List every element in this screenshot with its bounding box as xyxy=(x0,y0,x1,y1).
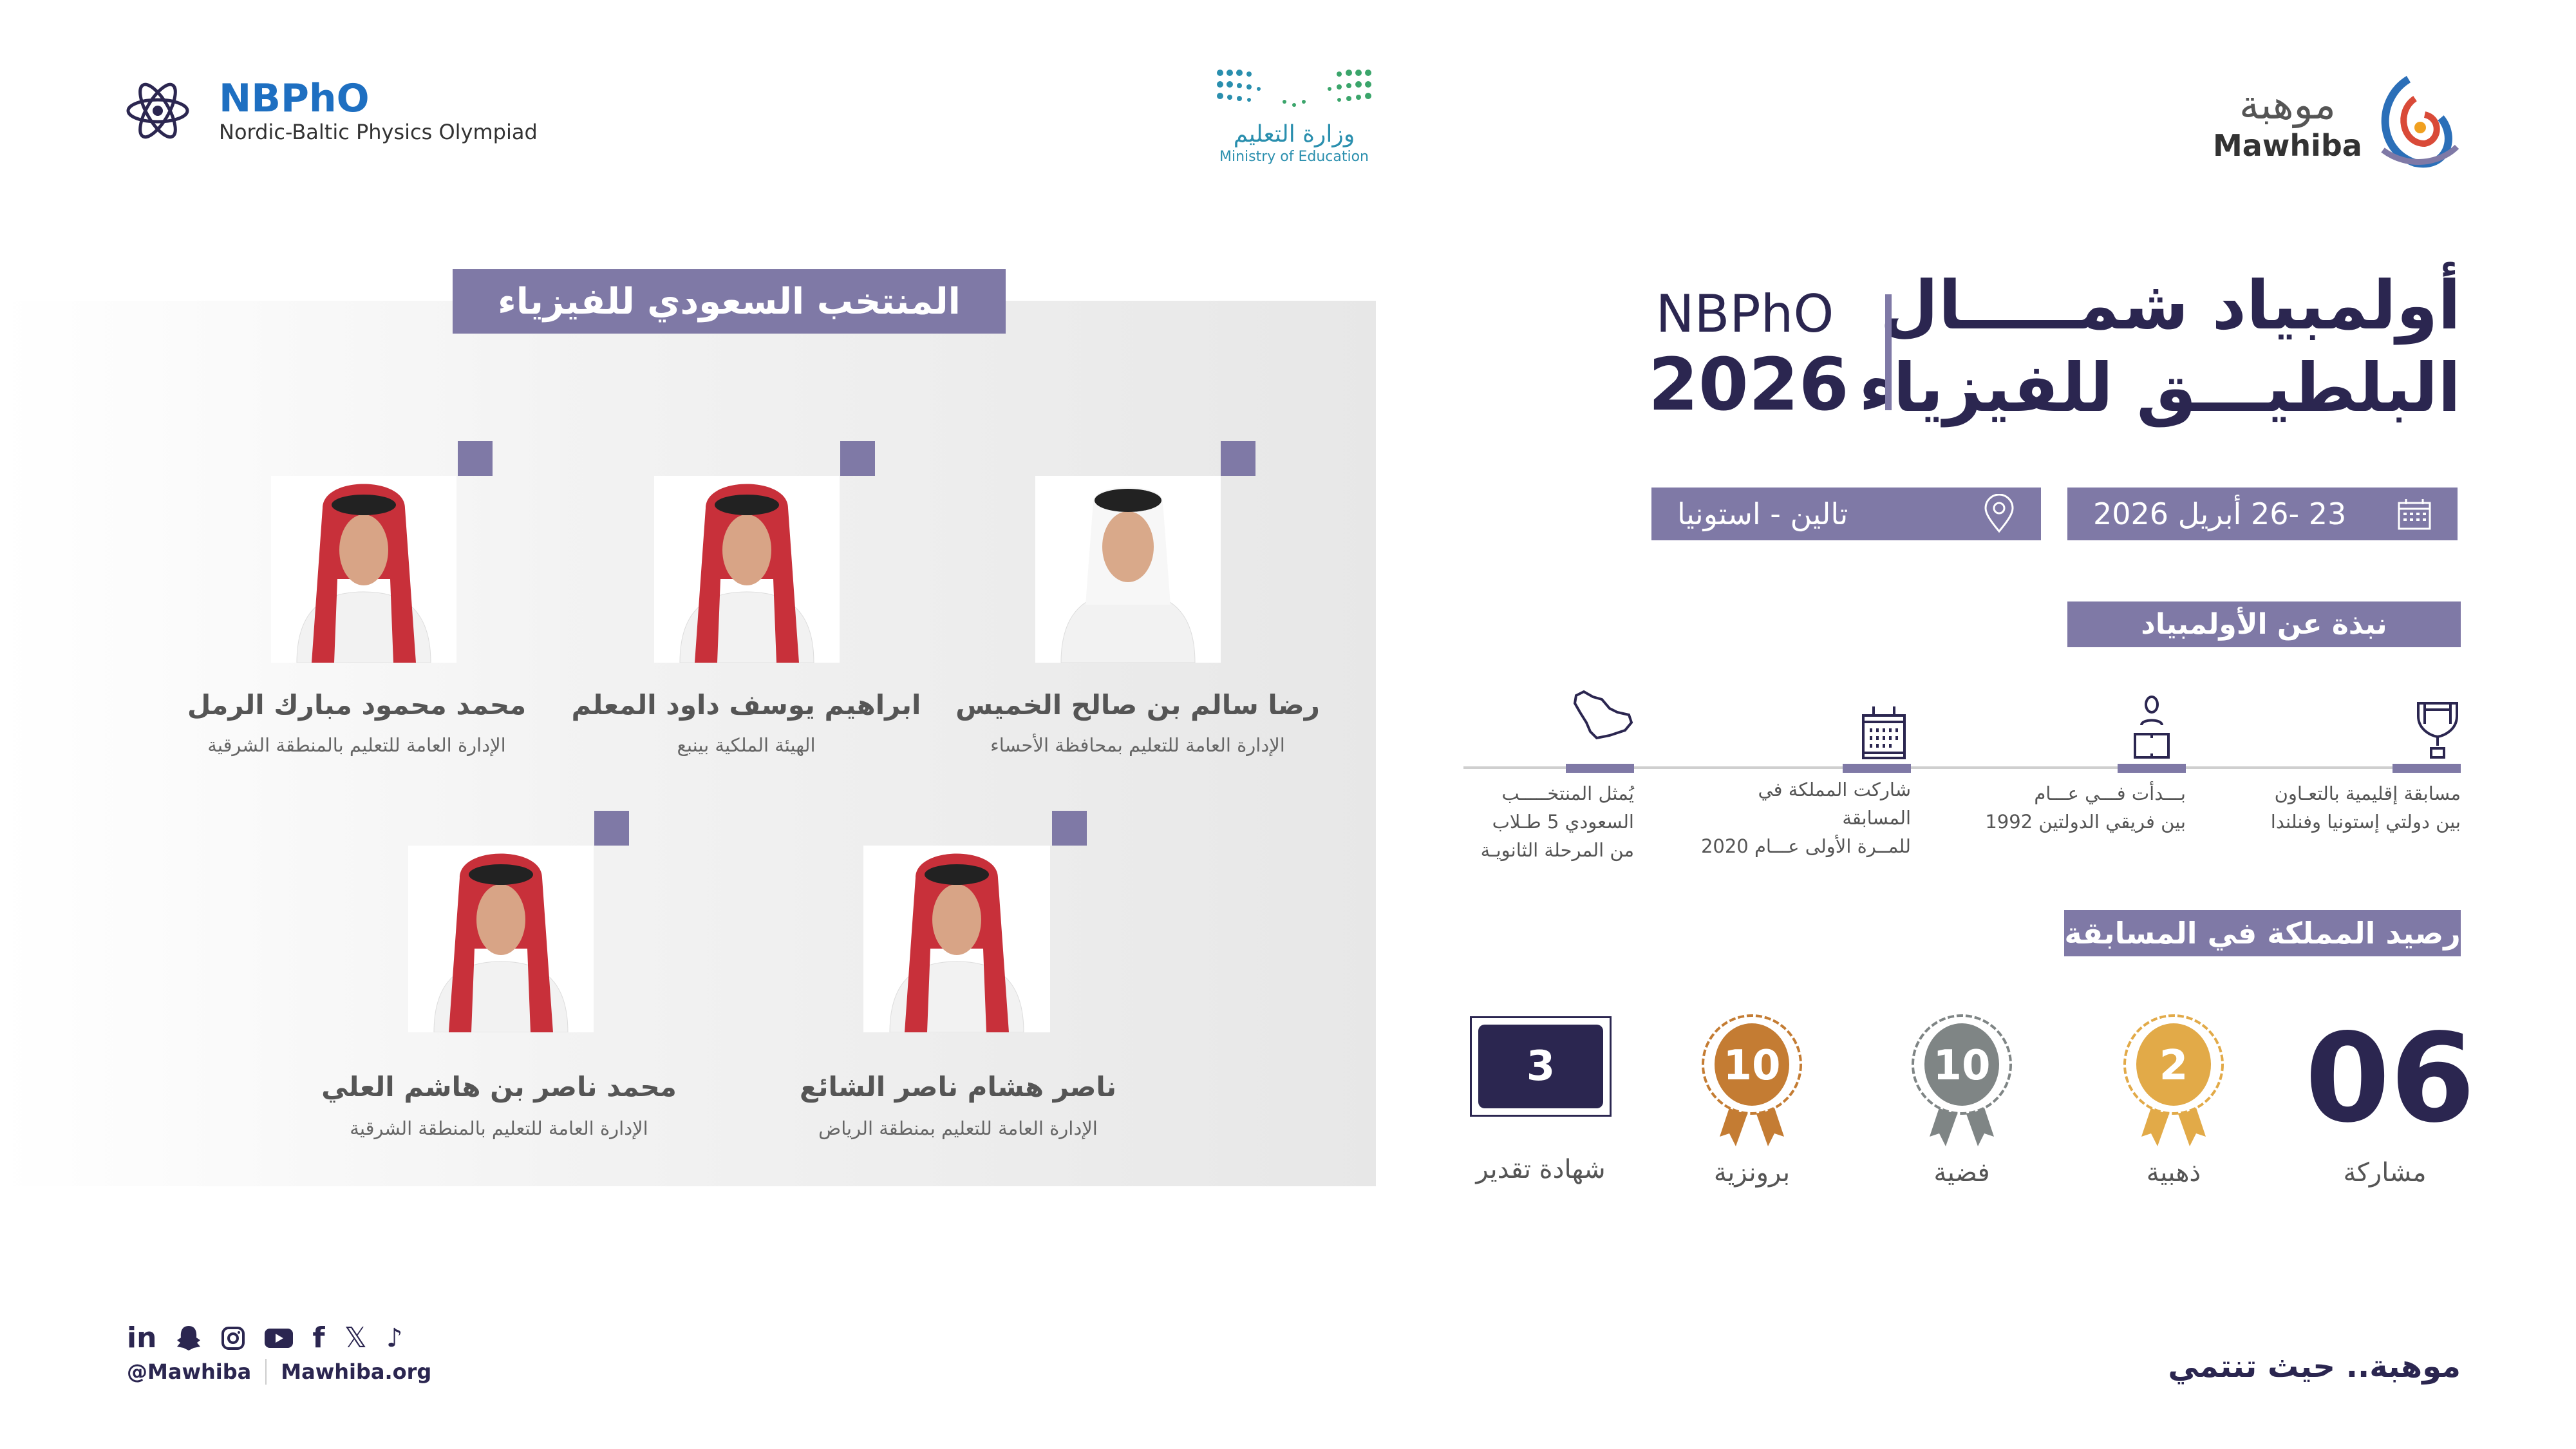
mawhiba-emblem-icon xyxy=(2381,75,2459,168)
timeline-marker xyxy=(2393,764,2461,773)
bronze-medal: 10 xyxy=(1700,1014,1803,1150)
member-name: رضا سالم بن صالح الخميس xyxy=(955,689,1320,721)
about-item-text: شاركت المملكة في المسابقة للمــرة الأولى … xyxy=(1700,779,1911,857)
photo-accent xyxy=(594,811,629,846)
social-icons: in f 𝕏 ♪ xyxy=(127,1321,403,1354)
ministry-dots-icon xyxy=(1217,70,1371,107)
timeline-line xyxy=(1463,766,2461,769)
certificate-badge: 3 xyxy=(1470,1016,1612,1117)
gold-label: ذهبية xyxy=(2146,1158,2201,1188)
snapchat-icon[interactable] xyxy=(176,1325,202,1352)
team-title-banner: المنتخب السعودي للفيزياء xyxy=(453,269,1006,334)
footer-slogan: موهبة.. حيث تنتمي xyxy=(2168,1349,2461,1385)
trophy-icon xyxy=(2417,702,2458,759)
person-icon xyxy=(2134,696,2170,759)
event-title: أولمبياد شمـــــال البلطيـــق للفيزياء xyxy=(1859,264,2461,429)
tiktok-icon[interactable]: ♪ xyxy=(386,1323,403,1353)
event-title-line2: البلطيـــق للفيزياء xyxy=(1859,348,2461,427)
member-name: ناصر هشام ناصر الشائع xyxy=(800,1071,1116,1103)
silver-count: 10 xyxy=(1933,1042,1991,1090)
silver-medal: 10 xyxy=(1910,1014,2013,1150)
timeline-marker xyxy=(2118,764,2186,773)
member-photo xyxy=(408,846,594,1032)
event-date-bar: 23 -26 أبريل 2026 xyxy=(2067,488,2458,540)
title-divider xyxy=(1885,294,1892,410)
member-photo xyxy=(1035,476,1221,663)
about-item-text: يُمثل المنتخـــــب السعودي 5 طـلاب من المر… xyxy=(1480,782,1634,861)
nbpho-logo: NBPhO Nordic-Baltic Physics Olympiad xyxy=(126,76,538,146)
footer-divider xyxy=(265,1359,267,1385)
event-location: تالين - استونيا xyxy=(1677,497,1848,531)
nbpho-subtitle: Nordic-Baltic Physics Olympiad xyxy=(219,120,538,144)
photo-accent xyxy=(840,441,875,476)
mawhiba-arabic: موهبة xyxy=(2239,81,2336,128)
member-org: الإدارة العامة للتعليم بالمنطقة الشرقية xyxy=(350,1117,648,1139)
event-location-bar: تالين - استونيا xyxy=(1651,488,2041,540)
gold-medal: 2 xyxy=(2122,1014,2225,1150)
instagram-icon[interactable] xyxy=(221,1326,245,1350)
saudi-map-icon xyxy=(1573,690,1633,740)
bronze-count: 10 xyxy=(1723,1042,1781,1090)
about-title-bar: نبذة عن الأولمبياد xyxy=(2067,601,2461,647)
photo-accent xyxy=(1052,811,1087,846)
about-item-text: بـــدأت فـــي عـــام بين فريقي الدولتين 1… xyxy=(1985,782,2186,833)
event-title-line1: أولمبياد شمـــــال xyxy=(1880,266,2461,345)
ministry-arabic: وزارة التعليم xyxy=(1233,121,1355,147)
ministry-logo: وزارة التعليم Ministry of Education xyxy=(1204,66,1384,165)
timeline-marker xyxy=(1566,764,1634,773)
participations-count: 06 xyxy=(2305,1007,2476,1150)
event-date: 23 -26 أبريل 2026 xyxy=(2093,497,2347,531)
record-title: رصيد المملكة في المسابقة xyxy=(2064,916,2461,951)
nbpho-title: NBPhO xyxy=(219,76,370,121)
location-pin-icon xyxy=(1984,494,2014,533)
event-year: 2026 xyxy=(1648,343,1849,427)
gold-count: 2 xyxy=(2159,1042,2188,1090)
linkedin-icon[interactable]: in xyxy=(127,1321,157,1354)
social-handle[interactable]: @Mawhiba xyxy=(127,1359,252,1384)
facebook-icon[interactable]: f xyxy=(312,1321,325,1354)
mawhiba-english: Mawhiba xyxy=(2213,128,2362,163)
member-photo xyxy=(863,846,1050,1032)
footer-links: @Mawhiba Mawhiba.org xyxy=(127,1359,431,1385)
certificate-count: 3 xyxy=(1526,1043,1556,1090)
member-photo xyxy=(271,476,456,663)
photo-accent xyxy=(458,441,493,476)
member-name: محمد ناصر بن هاشم العلي xyxy=(321,1071,677,1103)
mawhiba-logo: موهبة Mawhiba xyxy=(2213,73,2460,172)
bronze-label: برونزية xyxy=(1713,1158,1791,1188)
participations-label: مشاركة xyxy=(2343,1158,2427,1188)
photo-accent xyxy=(1221,441,1255,476)
member-org: الإدارة العامة للتعليم بالمنطقة الشرقية xyxy=(207,734,506,756)
team-title: المنتخب السعودي للفيزياء xyxy=(498,280,961,323)
member-photo xyxy=(654,476,840,663)
atom-icon xyxy=(126,82,189,139)
certificate-label: شهادة تقدير xyxy=(1476,1155,1606,1184)
timeline-marker xyxy=(1843,764,1911,773)
event-short-name: NBPhO xyxy=(1655,284,1834,344)
member-org: الإدارة العامة للتعليم بمحافظة الأحساء xyxy=(990,734,1285,756)
about-item-text: مسابقة إقليمية بالتعـاون بين دولتي إستوني… xyxy=(2270,782,2461,833)
member-name: ابراهيم يوسف داود المعلم xyxy=(571,689,921,721)
youtube-icon[interactable] xyxy=(265,1327,294,1349)
record-title-bar: رصيد المملكة في المسابقة xyxy=(2064,910,2461,956)
team-panel xyxy=(0,301,1376,1186)
member-org: الهيئة الملكية بينبع xyxy=(677,734,816,756)
ministry-english: Ministry of Education xyxy=(1219,149,1369,165)
event-short: NBPhO 2026 xyxy=(1648,283,1849,427)
x-icon[interactable]: 𝕏 xyxy=(344,1321,368,1354)
calendar-icon xyxy=(1862,706,1906,759)
member-name: محمد محمود مبارك الرمل xyxy=(187,689,527,721)
calendar-icon xyxy=(2398,499,2431,530)
member-org: الإدارة العامة للتعليم بمنطقة الرياض xyxy=(818,1117,1098,1139)
about-title: نبذة عن الأولمبياد xyxy=(2141,608,2387,641)
silver-label: فضية xyxy=(1933,1158,1990,1188)
website-link[interactable]: Mawhiba.org xyxy=(281,1359,432,1384)
